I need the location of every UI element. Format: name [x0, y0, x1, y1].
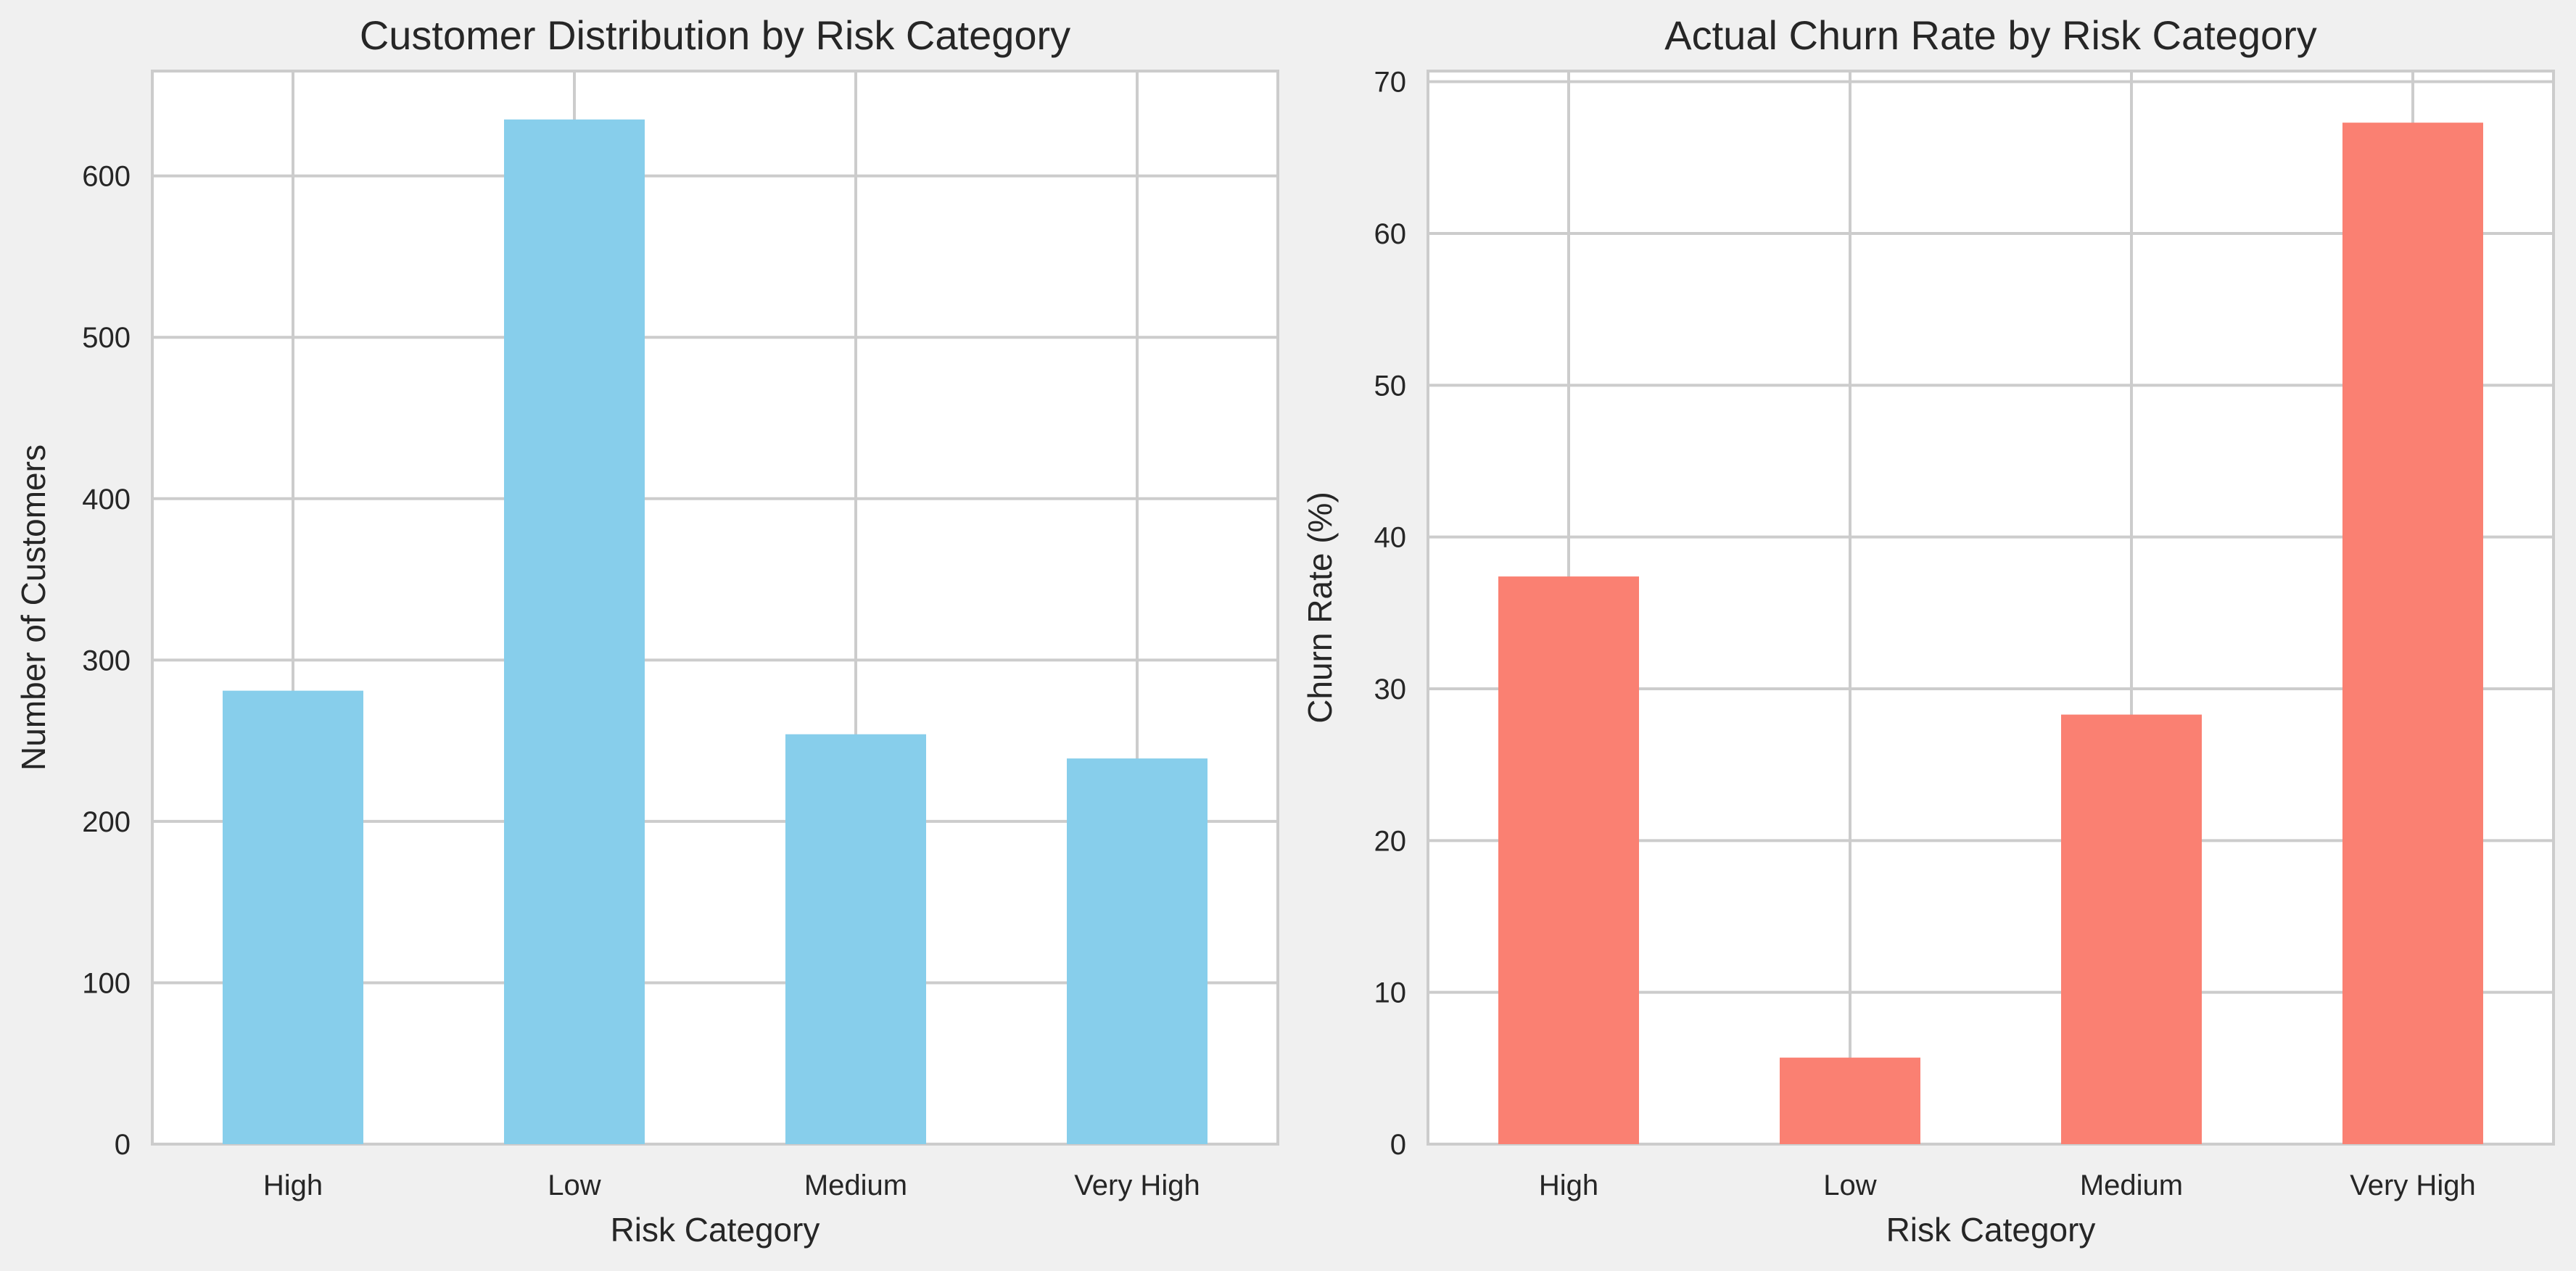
x-tick-label: Very High	[1074, 1169, 1200, 1201]
y-tick-label: 30	[1374, 674, 1407, 705]
x-tick-label: High	[263, 1169, 323, 1201]
x-tick-labels: High Low Medium Very High	[1539, 1169, 2476, 1201]
y-tick-label: 0	[1390, 1129, 1406, 1161]
bars	[1498, 123, 2483, 1145]
bar-high	[1498, 576, 1639, 1144]
y-tick-label: 300	[82, 645, 131, 676]
y-tick-label: 50	[1374, 370, 1407, 402]
chart-title: Customer Distribution by Risk Category	[360, 12, 1070, 58]
chart-churn-rate: 0 10 20 30 40 50 60 70 High Low Medium Very High A…	[1301, 12, 2555, 1249]
bar-medium	[2061, 714, 2202, 1144]
chart-title: Actual Churn Rate by Risk Category	[1664, 12, 2317, 58]
chart-customer-distribution: 0 100 200 300 400 500 600 High Low Medium Very Hi…	[15, 12, 1279, 1249]
bar-low	[1780, 1057, 1920, 1144]
y-tick-label: 200	[82, 806, 131, 838]
gridlines	[152, 71, 1278, 1144]
y-tick-label: 600	[82, 161, 131, 193]
y-tick-label: 10	[1374, 977, 1407, 1009]
bar-high	[223, 690, 363, 1144]
bars	[223, 119, 1208, 1144]
bar-low	[504, 119, 645, 1144]
y-tick-label: 70	[1374, 67, 1407, 99]
y-tick-label: 20	[1374, 825, 1407, 857]
bar-very-high	[1067, 758, 1208, 1144]
x-axis-label: Risk Category	[611, 1211, 820, 1249]
y-tick-label: 40	[1374, 522, 1407, 554]
x-tick-label: Low	[1823, 1169, 1876, 1201]
x-tick-label: Medium	[2080, 1169, 2183, 1201]
y-tick-label: 100	[82, 967, 131, 999]
x-tick-label: Very High	[2350, 1169, 2475, 1201]
y-tick-labels: 0 10 20 30 40 50 60 70	[1374, 67, 1407, 1161]
x-tick-labels: High Low Medium Very High	[263, 1169, 1200, 1201]
y-axis-label: Churn Rate (%)	[1301, 492, 1339, 724]
y-axis-label: Number of Customers	[15, 444, 52, 771]
x-tick-label: High	[1539, 1169, 1598, 1201]
y-tick-label: 0	[115, 1129, 131, 1161]
bar-medium	[785, 734, 926, 1144]
y-tick-label: 500	[82, 322, 131, 354]
x-axis-label: Risk Category	[1886, 1211, 2096, 1249]
y-tick-label: 60	[1374, 218, 1407, 250]
x-tick-label: Low	[548, 1169, 600, 1201]
bar-very-high	[2342, 123, 2483, 1145]
x-tick-label: Medium	[804, 1169, 907, 1201]
y-tick-labels: 0 100 200 300 400 500 600	[82, 161, 131, 1161]
y-tick-label: 400	[82, 484, 131, 516]
